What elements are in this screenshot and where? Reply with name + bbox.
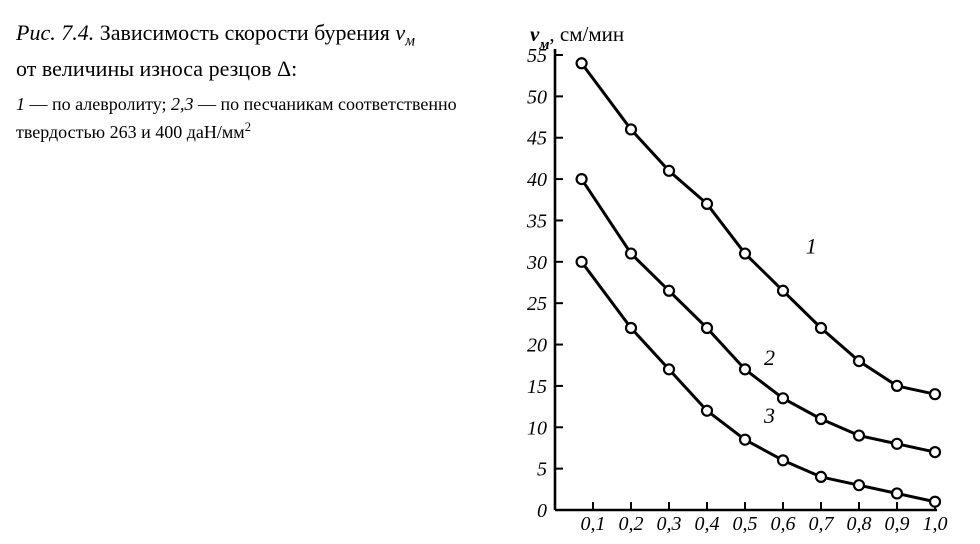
- data-marker: [702, 406, 712, 416]
- figure-caption: Рис. 7.4. Зависимость скорости бурения v…: [16, 18, 496, 145]
- data-marker: [702, 323, 712, 333]
- data-marker: [577, 257, 587, 267]
- data-marker: [664, 286, 674, 296]
- y-tick-label: 15: [527, 376, 547, 398]
- data-marker: [664, 364, 674, 374]
- data-marker: [702, 199, 712, 209]
- data-marker: [626, 124, 636, 134]
- y-tick-label: 50: [527, 86, 547, 108]
- data-marker: [577, 174, 587, 184]
- data-marker: [854, 431, 864, 441]
- x-axis-title: Δ, мм: [878, 533, 931, 534]
- x-tick-label: 0,2: [619, 513, 644, 534]
- data-marker: [740, 364, 750, 374]
- series-label: 2: [764, 345, 775, 370]
- data-marker: [778, 455, 788, 465]
- data-marker: [664, 166, 674, 176]
- caption-title-line2: от величины износа резцов: [16, 56, 277, 81]
- y-axis-title: vм, см/мин: [530, 22, 624, 53]
- legend-line2-a: твердостью 263 и 400 даН/мм: [16, 122, 245, 142]
- data-marker: [626, 323, 636, 333]
- legend-23-txt: — по песчаникам соответственно: [194, 94, 457, 114]
- chart-container: 0,10,20,30,40,50,60,70,80,91,00510152025…: [500, 10, 965, 534]
- data-marker: [577, 58, 587, 68]
- y-tick-label: 5: [537, 459, 547, 481]
- series-label: 3: [763, 403, 775, 428]
- caption-line-1: Рис. 7.4. Зависимость скорости бурения v…: [16, 18, 496, 52]
- delta-symbol: Δ: [277, 56, 291, 81]
- legend-23-num: 2,3: [171, 94, 194, 114]
- y-tick-label: 20: [527, 335, 547, 357]
- x-tick-label: 0,9: [885, 513, 910, 534]
- data-marker: [626, 249, 636, 259]
- data-marker: [778, 393, 788, 403]
- vm-symbol: v: [395, 20, 405, 45]
- caption-colon: :: [291, 56, 297, 81]
- y-tick-label: 30: [526, 252, 547, 274]
- caption-title-main: Зависимость скорости бурения: [94, 20, 395, 45]
- data-marker: [892, 381, 902, 391]
- data-marker: [740, 435, 750, 445]
- data-marker: [816, 323, 826, 333]
- data-marker: [778, 286, 788, 296]
- x-tick-label: 0,5: [733, 513, 758, 534]
- x-tick-label: 0,7: [809, 513, 835, 534]
- x-tick-label: 0,8: [847, 513, 872, 534]
- x-tick-label: 0,6: [771, 513, 796, 534]
- figure-label: Рис. 7.4.: [16, 20, 94, 45]
- y-tick-label: 25: [527, 293, 547, 315]
- legend-line2-sup: 2: [245, 120, 251, 134]
- caption-line-2: от величины износа резцов Δ:: [16, 54, 496, 84]
- series-line: [582, 179, 935, 452]
- y-tick-label: 45: [527, 128, 547, 150]
- y-tick-label: 10: [527, 417, 547, 439]
- data-marker: [854, 480, 864, 490]
- data-marker: [930, 447, 940, 457]
- x-tick-label: 0,3: [657, 513, 682, 534]
- y-tick-label: 35: [526, 210, 547, 232]
- y-tick-label: 40: [527, 169, 547, 191]
- series-line: [582, 63, 935, 394]
- line-chart: 0,10,20,30,40,50,60,70,80,91,00510152025…: [500, 10, 965, 534]
- data-marker: [740, 249, 750, 259]
- series-label: 1: [806, 234, 817, 259]
- data-marker: [930, 389, 940, 399]
- data-marker: [892, 488, 902, 498]
- x-tick-label: 1,0: [923, 513, 948, 534]
- x-tick-label: 0,1: [581, 513, 606, 534]
- data-marker: [854, 356, 864, 366]
- legend-1-txt: — по алевролиту;: [25, 94, 171, 114]
- y-tick-label: 0: [537, 500, 547, 522]
- data-marker: [816, 414, 826, 424]
- x-tick-label: 0,4: [695, 513, 720, 534]
- vm-sub: м: [405, 32, 415, 49]
- caption-legend-line-2: твердостью 263 и 400 даН/мм2: [16, 119, 496, 145]
- data-marker: [892, 439, 902, 449]
- data-marker: [816, 472, 826, 482]
- caption-legend-line-1: 1 — по алевролиту; 2,3 — по песчаникам с…: [16, 92, 496, 117]
- legend-1-num: 1: [16, 94, 25, 114]
- series-line: [582, 262, 935, 502]
- data-marker: [930, 497, 940, 507]
